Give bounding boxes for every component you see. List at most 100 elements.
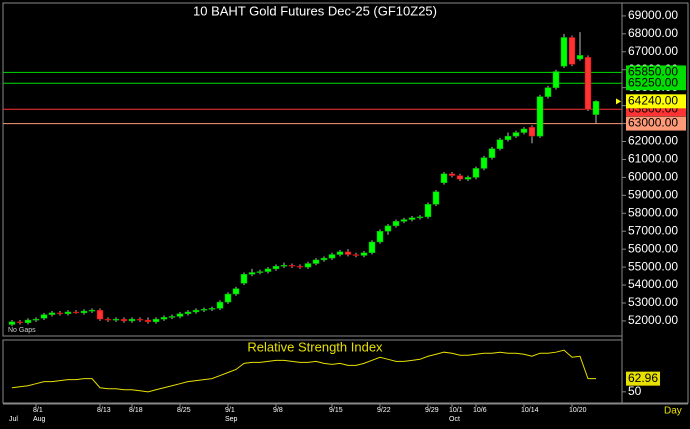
candle-body	[304, 263, 312, 268]
level-label: 63000.00	[628, 116, 678, 130]
candle-body	[544, 87, 552, 97]
last-price-bg	[626, 94, 686, 109]
candle-body	[256, 271, 264, 273]
candle-body	[376, 230, 384, 243]
candle-body	[496, 139, 504, 149]
candle-body	[112, 318, 120, 321]
candle-body	[216, 301, 224, 309]
candle-body	[552, 71, 560, 88]
candle-body	[72, 311, 80, 314]
candle-body	[56, 312, 64, 315]
candle-body	[360, 252, 368, 256]
candle-body	[328, 254, 336, 259]
candle-body	[16, 321, 24, 324]
candle-body	[208, 308, 216, 310]
candle-body	[192, 309, 200, 313]
month-label: Oct	[449, 416, 460, 423]
y-tick-label: 62000.00	[628, 134, 678, 148]
x-tick-label: 8/18	[129, 407, 143, 414]
x-tick-label: 9/29	[425, 407, 439, 414]
candle-body	[408, 217, 416, 220]
x-tick-label: 10/14	[521, 407, 539, 414]
x-tick-label: 9/15	[329, 407, 343, 414]
candle-body	[400, 219, 408, 222]
candle-body	[416, 216, 424, 219]
candle-body	[568, 37, 576, 65]
month-label: Sep	[225, 416, 238, 423]
candle-body	[456, 175, 464, 180]
candle-body	[352, 254, 360, 256]
candle-body	[128, 318, 136, 322]
level-label: 65250.00	[628, 75, 678, 89]
chart-title: 10 BAHT Gold Futures Dec-25 (GF10Z25)	[193, 3, 437, 18]
month-label: Aug	[33, 416, 46, 423]
x-tick-label: 9/22	[377, 407, 391, 414]
candle-body	[168, 316, 176, 318]
rsi-tick-label: 50	[628, 384, 642, 398]
y-tick-label: 60000.00	[628, 170, 678, 184]
x-tick-label: 9/1	[225, 407, 235, 414]
candle-body	[592, 101, 600, 115]
y-tick-label: 59000.00	[628, 188, 678, 202]
rsi-last-label: 62.96	[628, 371, 658, 385]
candle-body	[224, 293, 232, 303]
candle-body	[24, 319, 32, 323]
candle-body	[520, 128, 528, 133]
candle-body	[240, 274, 248, 284]
x-tick-label: 8/1	[33, 407, 43, 414]
candle-body	[136, 318, 144, 321]
candle-body	[32, 318, 40, 321]
candle-body	[88, 309, 96, 312]
rsi-title: Relative Strength Index	[247, 339, 383, 354]
y-tick-label: 55000.00	[628, 259, 678, 273]
y-tick-label: 53000.00	[628, 295, 678, 309]
y-tick-label: 69000.00	[628, 8, 678, 22]
month-label: Jul	[9, 416, 18, 423]
candle-body	[40, 314, 48, 319]
y-tick-label: 52000.00	[628, 313, 678, 327]
rsi-last-bg	[626, 371, 660, 386]
last-price-label: 64240.00	[628, 93, 678, 107]
candle-body	[440, 173, 448, 184]
y-tick-label: 68000.00	[628, 26, 678, 40]
candle-body	[248, 272, 256, 275]
candle-body	[576, 55, 584, 60]
candle-body	[160, 317, 168, 320]
candle-body	[184, 311, 192, 315]
x-tick-label: 8/13	[97, 407, 111, 414]
y-tick-label: 54000.00	[628, 277, 678, 291]
candle-body	[144, 319, 152, 323]
candle-body	[232, 288, 240, 295]
axis-panel	[621, 2, 689, 404]
candle-body	[528, 126, 536, 137]
candle-body	[288, 265, 296, 267]
candle-body	[264, 268, 272, 272]
candle-body	[272, 265, 280, 270]
y-tick-label: 67000.00	[628, 44, 678, 58]
candle-body	[480, 157, 488, 169]
y-tick-label: 58000.00	[628, 205, 678, 219]
candle-body	[8, 321, 16, 325]
candle-body	[296, 265, 304, 268]
candle-body	[464, 177, 472, 180]
candle-body	[368, 241, 376, 253]
candle-body	[80, 310, 88, 314]
candle-body	[64, 311, 72, 315]
candle-body	[120, 318, 128, 322]
x-tick-label: 10/20	[569, 407, 587, 414]
candle-body	[280, 265, 288, 267]
y-tick-label: 61000.00	[628, 152, 678, 166]
x-tick-label: 8/25	[177, 407, 191, 414]
candle-body	[104, 318, 112, 321]
candle-body	[336, 251, 344, 255]
candle-body	[584, 56, 592, 110]
note: No Gaps	[8, 327, 36, 334]
level-label: 65850.00	[628, 65, 678, 79]
candle-body	[312, 259, 320, 264]
candle-body	[448, 173, 456, 176]
rsi-line	[11, 349, 597, 393]
candle-body	[392, 221, 400, 227]
candle-body	[152, 318, 160, 323]
